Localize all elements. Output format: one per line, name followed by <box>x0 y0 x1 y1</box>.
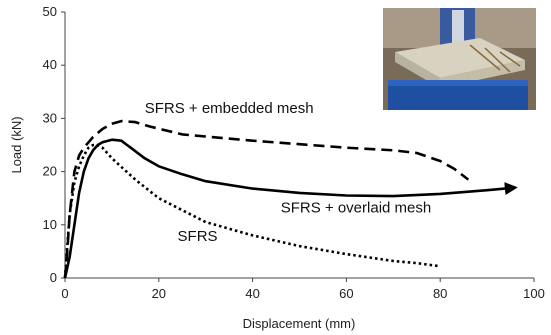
x-tick-label: 40 <box>245 286 259 301</box>
x-axis-title: Displacement (mm) <box>243 316 356 331</box>
y-tick-label: 10 <box>43 217 57 232</box>
series-label: SFRS + overlaid mesh <box>281 200 431 217</box>
chart-series <box>63 119 518 279</box>
series-label: SFRS <box>178 228 218 245</box>
series-line-sfrs-embedded-mesh <box>63 119 470 279</box>
y-axis-title: Load (kN) <box>9 116 24 173</box>
y-tick-label: 30 <box>43 110 57 125</box>
chart-series-labels: SFRS + embedded mesh SFRS + overlaid mesh… <box>145 100 431 245</box>
y-tick-label: 40 <box>43 57 57 72</box>
chart-axes: 0 10 20 30 40 50 0 20 40 60 80 100 <box>43 4 545 301</box>
x-tick-label: 60 <box>339 286 353 301</box>
x-tick-label: 20 <box>152 286 166 301</box>
x-tick-label: 0 <box>61 286 68 301</box>
x-tick-label: 100 <box>523 286 545 301</box>
test-setup-photo <box>383 8 536 110</box>
series-line-sfrs <box>63 143 441 279</box>
y-tick-label: 20 <box>43 164 57 179</box>
y-tick-label: 50 <box>43 4 57 19</box>
series-label: SFRS + embedded mesh <box>145 100 314 117</box>
x-tick-label: 80 <box>433 286 447 301</box>
series-line-sfrs-overlaid-mesh <box>63 138 518 279</box>
y-tick-label: 0 <box>50 270 57 285</box>
